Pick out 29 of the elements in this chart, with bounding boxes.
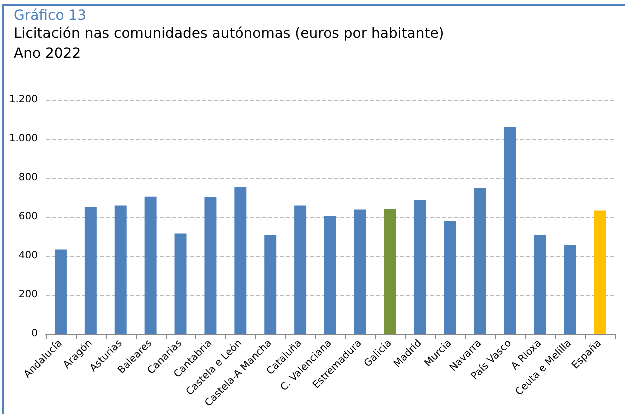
bar: [594, 210, 606, 334]
bar: [54, 250, 67, 334]
y-tick-label: 200: [18, 290, 38, 300]
bar: [264, 235, 277, 334]
y-tick-label: 0: [32, 328, 38, 340]
bar: [414, 200, 426, 334]
bar: [564, 245, 576, 334]
y-tick-label: 600: [18, 212, 38, 222]
bar: [204, 198, 217, 334]
text: Gráfico 13: [14, 8, 87, 24]
bar: [324, 216, 336, 334]
bar: [144, 196, 157, 334]
bar: [174, 234, 187, 334]
bar: [294, 206, 307, 334]
bar: [384, 209, 396, 334]
chart-subtitle: Ano 2022: [14, 46, 82, 62]
bar: [114, 206, 127, 334]
bar: [444, 221, 456, 334]
bar: [234, 187, 247, 334]
bar: [354, 210, 366, 334]
bar: [504, 127, 516, 334]
bar: [534, 235, 546, 334]
y-tick-label: 1.000: [9, 134, 38, 144]
chart-title: Licitación nas comunidades autónomas (euros por habitante): [14, 26, 444, 42]
y-tick-label: 800: [18, 172, 38, 184]
y-tick-label: 1.200: [9, 94, 38, 106]
bar: [474, 188, 486, 334]
bar: [84, 207, 97, 334]
y-tick-label: 400: [18, 250, 38, 262]
